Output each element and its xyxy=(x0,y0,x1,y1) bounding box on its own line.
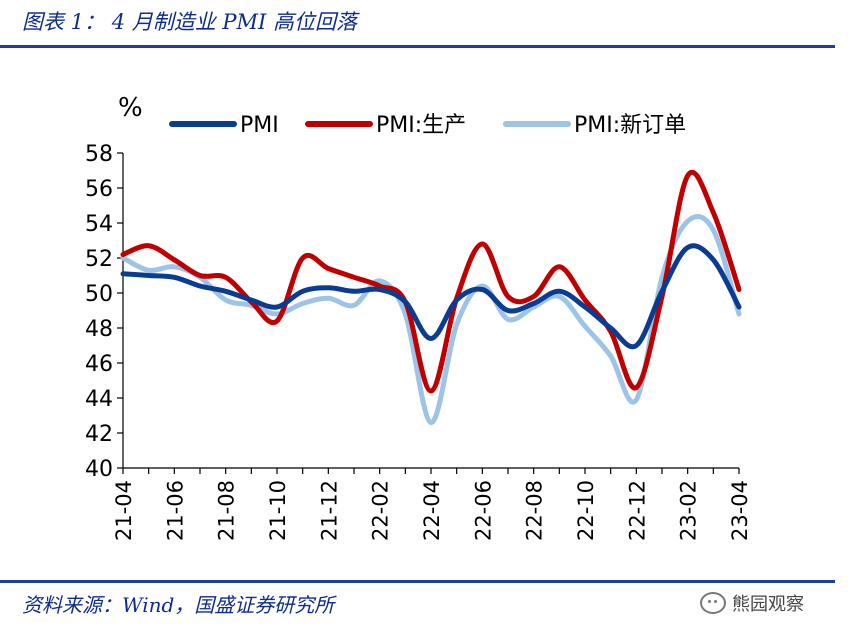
y-tick-label: 58 xyxy=(85,142,113,167)
y-tick-label: 56 xyxy=(85,177,113,202)
chart-axes: 40 42 44 46 48 50 52 54 56 58 21-04 21-06 21-08 21-10… xyxy=(85,142,752,541)
legend-label: PMI xyxy=(240,113,279,138)
legend-item-pmi-new-orders: PMI:新订单 xyxy=(503,113,686,138)
x-tick-label: 22-10 xyxy=(574,480,598,541)
source-note: 资料来源：Wind，国盛证券研究所 xyxy=(22,593,335,617)
x-tick-label: 23-02 xyxy=(677,480,701,541)
pmi-production-series-line xyxy=(120,170,742,394)
y-tick-label: 42 xyxy=(85,422,113,447)
top-divider xyxy=(0,45,835,48)
watermark: 熊园观察 xyxy=(700,590,804,616)
legend-label: PMI:新订单 xyxy=(574,113,686,138)
wechat-icon xyxy=(700,592,726,614)
y-tick-label: 44 xyxy=(85,387,113,412)
y-tick-label: 54 xyxy=(85,212,113,237)
y-tick-label: 46 xyxy=(85,352,113,377)
y-tick-label: 40 xyxy=(85,457,113,482)
x-tick-label: 21-06 xyxy=(163,480,187,541)
x-tick-label: 22-06 xyxy=(471,480,495,541)
x-tick-label: 21-12 xyxy=(317,480,341,541)
watermark-label: 熊园观察 xyxy=(732,594,804,615)
chart-legend: PMI PMI:生产 PMI:新订单 xyxy=(169,113,686,138)
legend-item-pmi: PMI xyxy=(169,113,279,138)
x-tick-label: 21-08 xyxy=(215,480,239,541)
legend-label: PMI:生产 xyxy=(376,113,466,138)
legend-item-pmi-production: PMI:生产 xyxy=(305,113,466,138)
y-tick-label: 48 xyxy=(85,317,113,342)
x-tick-label: 22-08 xyxy=(523,480,547,541)
x-tick-label: 21-10 xyxy=(266,480,290,541)
x-tick-label: 23-04 xyxy=(728,480,752,541)
x-tick-label: 22-04 xyxy=(420,480,444,541)
y-unit-label: % xyxy=(118,93,143,123)
x-tick-label: 22-02 xyxy=(369,480,393,541)
y-tick-label: 50 xyxy=(85,282,113,307)
x-tick-label: 21-04 xyxy=(112,480,136,541)
chart-series-layer xyxy=(120,170,742,426)
y-tick-label: 52 xyxy=(85,247,113,272)
pmi-series-line xyxy=(120,243,742,350)
figure-title: 图表 1： 4 月制造业 PMI 高位回落 xyxy=(22,10,358,34)
bottom-divider xyxy=(0,580,835,583)
x-tick-label: 22-12 xyxy=(625,480,649,541)
